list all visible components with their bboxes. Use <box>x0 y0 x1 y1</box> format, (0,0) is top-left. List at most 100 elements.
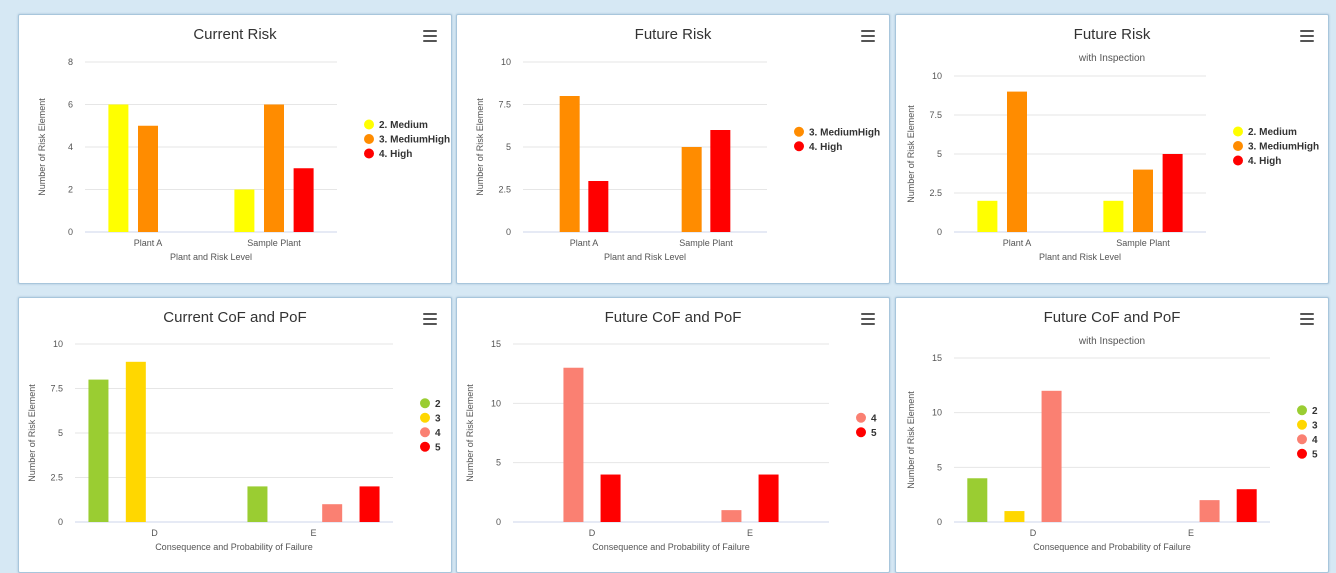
y-axis-label: Number of Risk Element <box>27 384 37 482</box>
legend-item[interactable]: 4 <box>1297 434 1318 446</box>
legend-marker <box>1233 127 1243 137</box>
bar[interactable] <box>1237 489 1257 522</box>
legend-marker <box>364 120 374 130</box>
bar[interactable] <box>588 181 608 232</box>
bar[interactable] <box>126 362 146 522</box>
chart-title: Future Risk <box>1074 26 1151 43</box>
bar[interactable] <box>1007 92 1027 232</box>
chart-svg: Future Risk 0 2.5 5 7.5 10 Number of Risk Elem… <box>457 15 889 283</box>
bar[interactable] <box>1004 511 1024 522</box>
chart-svg: Current CoF and PoF 0 2.5 5 7.5 10 Number of R… <box>19 298 451 572</box>
legend-item[interactable]: 3. MediumHigh <box>364 134 450 146</box>
y-tick-label: 10 <box>932 71 942 81</box>
legend-label: 4. High <box>379 149 412 160</box>
y-tick-label: 7.5 <box>929 110 942 120</box>
bar[interactable] <box>967 478 987 522</box>
legend-marker <box>1297 420 1307 430</box>
bar[interactable] <box>682 147 702 232</box>
bar[interactable] <box>1103 201 1123 232</box>
bar[interactable] <box>322 504 342 522</box>
legend-item[interactable]: 5 <box>1297 449 1318 461</box>
bar[interactable] <box>721 510 741 522</box>
y-tick-label: 7.5 <box>50 384 63 394</box>
y-axis-label: Number of Risk Element <box>465 384 475 482</box>
x-tick-label: Plant A <box>570 238 599 248</box>
y-tick-label: 4 <box>68 142 73 152</box>
legend-label: 3. MediumHigh <box>809 127 880 138</box>
chart-subtitle: with Inspection <box>1078 336 1145 347</box>
bar[interactable] <box>1200 500 1220 522</box>
bar[interactable] <box>88 380 108 522</box>
legend-item[interactable]: 5 <box>420 442 441 454</box>
bar[interactable] <box>710 130 730 232</box>
bar[interactable] <box>108 105 128 233</box>
legend-item[interactable]: 2 <box>420 398 441 410</box>
bar[interactable] <box>138 126 158 232</box>
legend-item[interactable]: 2. Medium <box>364 120 428 132</box>
y-tick-label: 5 <box>937 462 942 472</box>
x-tick-label: Sample Plant <box>247 238 301 248</box>
bar[interactable] <box>1133 170 1153 232</box>
bar[interactable] <box>264 105 284 233</box>
x-axis-label: Consequence and Probability of Failure <box>155 542 313 552</box>
chart-svg: Future CoF and PoFwith Inspection051015N… <box>896 298 1328 572</box>
chart-title: Future CoF and PoF <box>1044 309 1181 326</box>
bar[interactable] <box>247 486 267 522</box>
bar[interactable] <box>294 168 314 232</box>
y-axis-label: Number of Risk Element <box>475 98 485 196</box>
chart-panel: Future Risk 0 2.5 5 7.5 10 Number of Risk Elem… <box>456 14 890 284</box>
y-tick-label: 5 <box>506 142 511 152</box>
bar[interactable] <box>601 475 621 522</box>
legend-item[interactable]: 4. High <box>364 149 412 161</box>
chart-title: Current CoF and PoF <box>163 309 306 326</box>
y-tick-label: 10 <box>491 398 501 408</box>
legend-item[interactable]: 3. MediumHigh <box>794 127 880 139</box>
legend-marker <box>1233 141 1243 151</box>
legend-item[interactable]: 3. MediumHigh <box>1233 141 1319 153</box>
legend-item[interactable]: 4 <box>856 413 877 425</box>
legend-marker <box>420 398 430 408</box>
bar[interactable] <box>560 96 580 232</box>
y-tick-label: 5 <box>496 458 501 468</box>
x-axis-label: Plant and Risk Level <box>604 252 686 262</box>
bar[interactable] <box>234 190 254 233</box>
legend-label: 3 <box>1312 420 1318 431</box>
legend-item[interactable]: 2. Medium <box>1233 127 1297 139</box>
legend-item[interactable]: 3 <box>1297 420 1318 432</box>
chart-panel: Current Risk 0 2 4 6 8 Number of Risk Element P… <box>18 14 452 284</box>
legend-item[interactable]: 5 <box>856 427 877 439</box>
chart-subtitle: with Inspection <box>1078 53 1145 64</box>
y-tick-label: 0 <box>937 227 942 237</box>
bar[interactable] <box>1042 391 1062 522</box>
legend-item[interactable]: 4. High <box>794 141 842 153</box>
bar[interactable] <box>1163 154 1183 232</box>
legend-item[interactable]: 4 <box>420 427 441 439</box>
y-tick-label: 10 <box>501 57 511 67</box>
y-tick-label: 7.5 <box>498 100 511 110</box>
x-axis-label: Plant and Risk Level <box>170 252 252 262</box>
y-tick-label: 0 <box>506 227 511 237</box>
chart-panel: Current CoF and PoF 0 2.5 5 7.5 10 Number of R… <box>18 297 452 573</box>
y-tick-label: 15 <box>491 339 501 349</box>
chart-svg: Current Risk 0 2 4 6 8 Number of Risk Element P… <box>19 15 451 283</box>
bar[interactable] <box>759 475 779 522</box>
legend-item[interactable]: 2 <box>1297 405 1318 417</box>
chart-panel: Future Risk with Inspection 0 2.5 5 7.5 10 Numb… <box>895 14 1329 284</box>
legend-marker <box>1297 449 1307 459</box>
legend-item[interactable]: 4. High <box>1233 156 1281 168</box>
legend-item[interactable]: 3 <box>420 413 441 425</box>
bar[interactable] <box>977 201 997 232</box>
legend-marker <box>364 134 374 144</box>
x-tick-label: E <box>747 528 753 538</box>
legend-label: 3 <box>435 413 441 424</box>
y-tick-label: 8 <box>68 57 73 67</box>
bar[interactable] <box>360 486 380 522</box>
legend-label: 4 <box>435 428 441 439</box>
bar[interactable] <box>563 368 583 522</box>
y-tick-label: 5 <box>58 428 63 438</box>
y-axis-label: Number of Risk Element <box>906 391 916 489</box>
x-axis-label: Consequence and Probability of Failure <box>1033 542 1191 552</box>
legend-label: 2 <box>435 399 441 410</box>
legend-marker <box>1297 405 1307 415</box>
y-tick-label: 0 <box>496 517 501 527</box>
